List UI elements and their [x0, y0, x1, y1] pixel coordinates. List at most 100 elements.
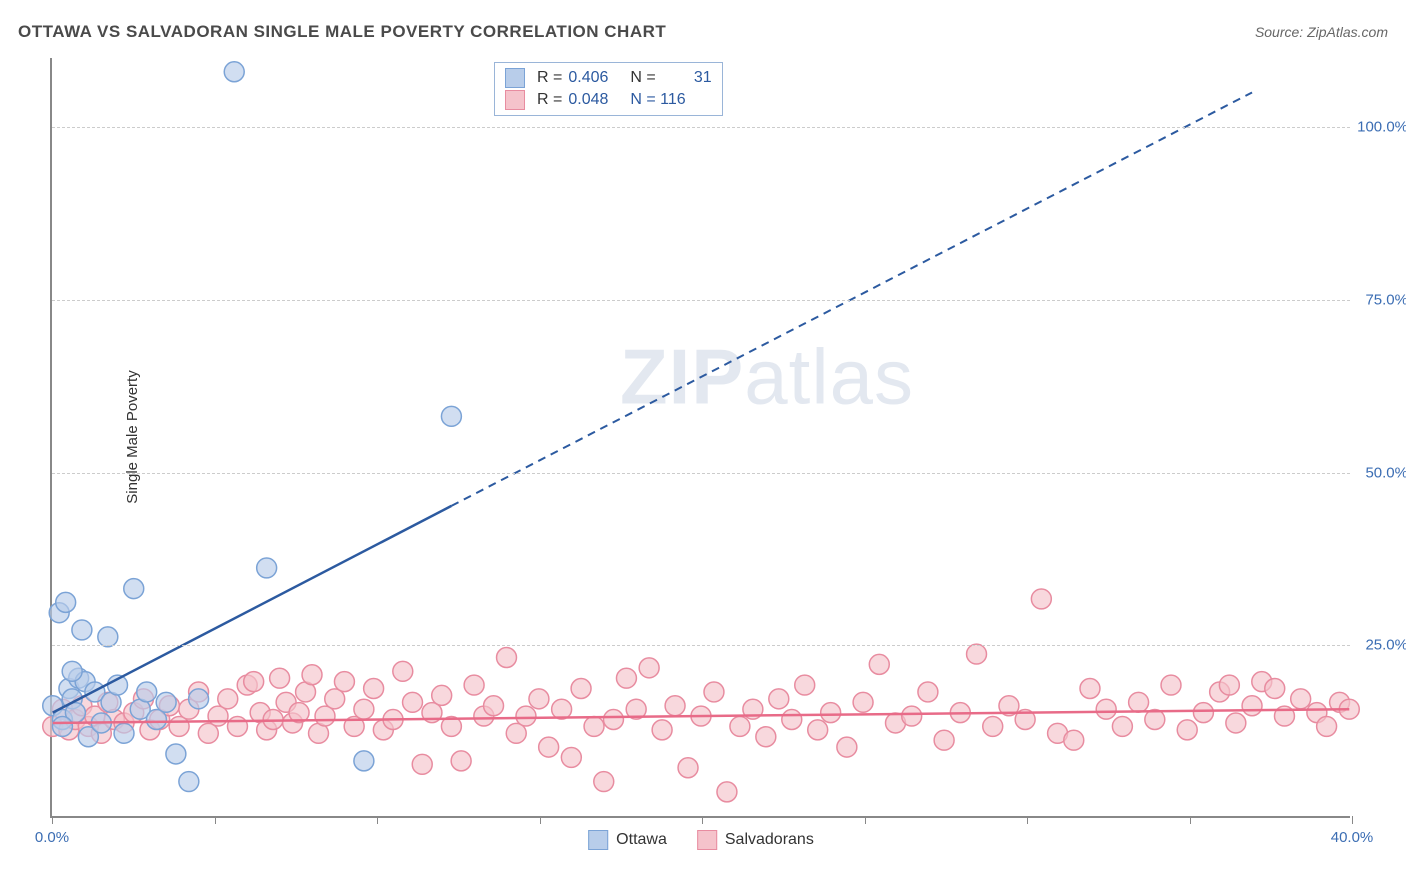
data-point: [1129, 692, 1149, 712]
data-point: [62, 661, 82, 681]
data-point: [393, 661, 413, 681]
r-value-salvadorans: 0.048: [568, 91, 618, 109]
chart-title: OTTAWA VS SALVADORAN SINGLE MALE POVERTY…: [18, 22, 666, 42]
x-tick: [540, 816, 541, 824]
n-value-ottawa: 31: [662, 69, 712, 87]
n-label2: N = 116: [630, 91, 685, 109]
stats-row-ottawa: R = 0.406 N = 31: [505, 67, 712, 89]
data-point: [124, 579, 144, 599]
data-point: [983, 716, 1003, 736]
y-tick-label: 50.0%: [1365, 464, 1406, 481]
data-point: [616, 668, 636, 688]
data-point: [156, 692, 176, 712]
gridline: [52, 300, 1350, 301]
data-point: [464, 675, 484, 695]
data-point: [1112, 716, 1132, 736]
data-point: [72, 620, 92, 640]
r-label: R =: [537, 91, 562, 109]
data-point: [571, 679, 591, 699]
data-point: [166, 744, 186, 764]
data-point: [665, 696, 685, 716]
data-point: [364, 679, 384, 699]
plot-area: Single Male Poverty ZIPatlas R = 0.406 N…: [50, 58, 1350, 818]
data-point: [730, 716, 750, 736]
data-point: [227, 716, 247, 736]
swatch-ottawa: [505, 68, 525, 88]
gridline: [52, 645, 1350, 646]
data-point: [1242, 696, 1262, 716]
data-point: [717, 782, 737, 802]
data-point: [1031, 589, 1051, 609]
data-point: [451, 751, 471, 771]
data-point: [652, 720, 672, 740]
data-point: [244, 672, 264, 692]
x-tick: [215, 816, 216, 824]
source-label: Source:: [1255, 24, 1303, 40]
data-point: [552, 699, 572, 719]
data-point: [432, 685, 452, 705]
data-point: [497, 648, 517, 668]
legend-item-salvadorans: Salvadorans: [697, 830, 814, 850]
x-tick-label: 0.0%: [35, 829, 69, 846]
data-point: [1219, 675, 1239, 695]
data-point: [604, 710, 624, 730]
data-point: [869, 654, 889, 674]
x-tick: [377, 816, 378, 824]
data-point: [704, 682, 724, 702]
swatch-salvadorans: [697, 830, 717, 850]
data-point: [782, 710, 802, 730]
data-point: [257, 558, 277, 578]
data-point: [114, 723, 134, 743]
stats-legend: R = 0.406 N = 31 R = 0.048 N = 116: [494, 62, 723, 116]
data-point: [52, 716, 72, 736]
data-point: [218, 689, 238, 709]
data-point: [1161, 675, 1181, 695]
data-point: [1291, 689, 1311, 709]
data-point: [98, 627, 118, 647]
swatch-ottawa: [588, 830, 608, 850]
data-point: [484, 696, 504, 716]
data-point: [354, 699, 374, 719]
r-label: R =: [537, 69, 562, 87]
x-tick: [865, 816, 866, 824]
data-point: [224, 62, 244, 82]
data-point: [902, 706, 922, 726]
data-point: [1096, 699, 1116, 719]
data-point: [1064, 730, 1084, 750]
data-point: [179, 772, 199, 792]
r-value-ottawa: 0.406: [568, 69, 618, 87]
data-point: [561, 747, 581, 767]
y-tick-label: 100.0%: [1357, 119, 1406, 136]
data-point: [1265, 679, 1285, 699]
data-point: [1177, 720, 1197, 740]
data-point: [678, 758, 698, 778]
data-point: [412, 754, 432, 774]
x-tick: [702, 816, 703, 824]
data-point: [584, 716, 604, 736]
data-point: [795, 675, 815, 695]
data-point: [441, 406, 461, 426]
y-tick-label: 75.0%: [1365, 291, 1406, 308]
legend-label-ottawa: Ottawa: [616, 831, 667, 849]
data-point: [934, 730, 954, 750]
y-tick-label: 25.0%: [1365, 637, 1406, 654]
data-point: [1226, 713, 1246, 733]
x-tick: [52, 816, 53, 824]
n-label: N =: [630, 69, 655, 87]
data-point: [594, 772, 614, 792]
data-point: [403, 692, 423, 712]
chart-source: Source: ZipAtlas.com: [1255, 24, 1388, 40]
data-point: [808, 720, 828, 740]
data-point: [137, 682, 157, 702]
data-point: [1193, 703, 1213, 723]
data-point: [853, 692, 873, 712]
x-tick-label: 40.0%: [1331, 829, 1374, 846]
data-point: [270, 668, 290, 688]
chart-svg: [52, 58, 1350, 816]
series-legend: Ottawa Salvadorans: [588, 830, 814, 850]
gridline: [52, 127, 1350, 128]
data-point: [918, 682, 938, 702]
swatch-salvadorans: [505, 90, 525, 110]
x-tick: [1190, 816, 1191, 824]
data-point: [1080, 679, 1100, 699]
